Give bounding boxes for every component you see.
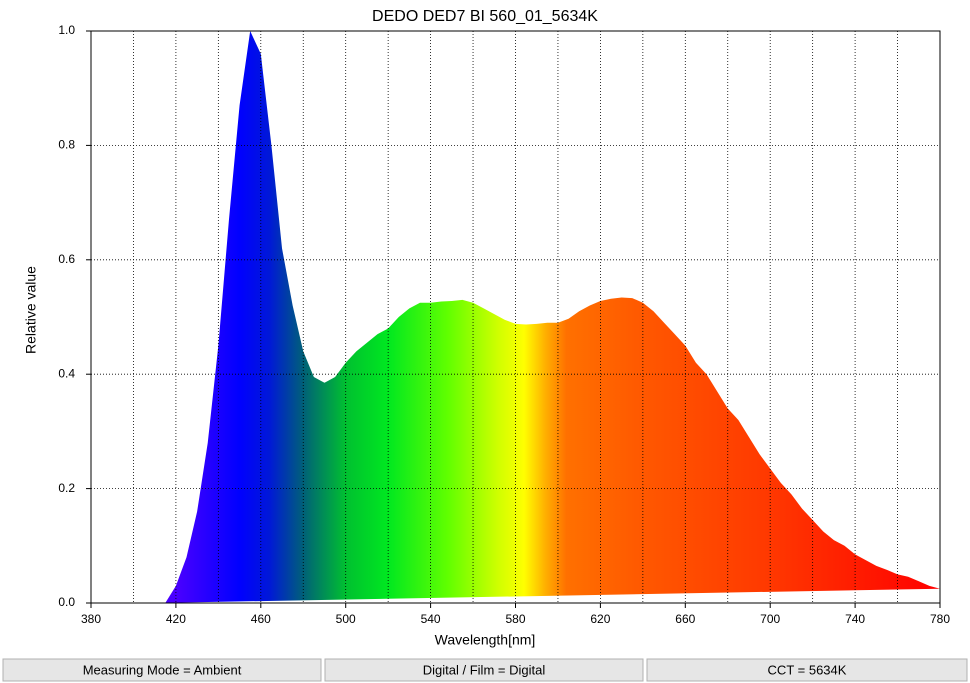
y-tick-label: 0.4: [58, 366, 75, 380]
status-text: Digital / Film = Digital: [423, 662, 546, 677]
status-cell: [2, 658, 322, 682]
status-cell: [646, 658, 968, 682]
x-tick-label: 500: [336, 612, 356, 626]
status-text: CCT = 5634K: [768, 662, 847, 677]
x-axis-label: Wavelength[nm]: [435, 632, 536, 648]
x-tick-label: 780: [930, 612, 950, 626]
x-tick-label: 540: [421, 612, 441, 626]
x-tick-label: 620: [590, 612, 610, 626]
x-tick-label: 420: [166, 612, 186, 626]
spectrum-area: [154, 31, 940, 603]
y-tick-label: 0.0: [58, 595, 75, 609]
status-cell: [324, 658, 644, 682]
y-axis-label: Relative value: [23, 266, 39, 354]
x-tick-label: 580: [505, 612, 525, 626]
y-tick-label: 0.2: [58, 481, 75, 495]
x-tick-label: 460: [251, 612, 271, 626]
chart-title: DEDO DED7 BI 560_01_5634K: [372, 8, 598, 25]
y-tick-label: 1.0: [58, 23, 75, 37]
x-tick-label: 660: [675, 612, 695, 626]
status-text: Measuring Mode = Ambient: [83, 662, 242, 677]
y-tick-label: 0.6: [58, 252, 75, 266]
x-tick-label: 740: [845, 612, 865, 626]
y-tick-label: 0.8: [58, 138, 75, 152]
x-tick-label: 700: [760, 612, 780, 626]
x-tick-label: 380: [81, 612, 101, 626]
status-bar: Measuring Mode = Ambient Digital / Film …: [2, 658, 968, 682]
